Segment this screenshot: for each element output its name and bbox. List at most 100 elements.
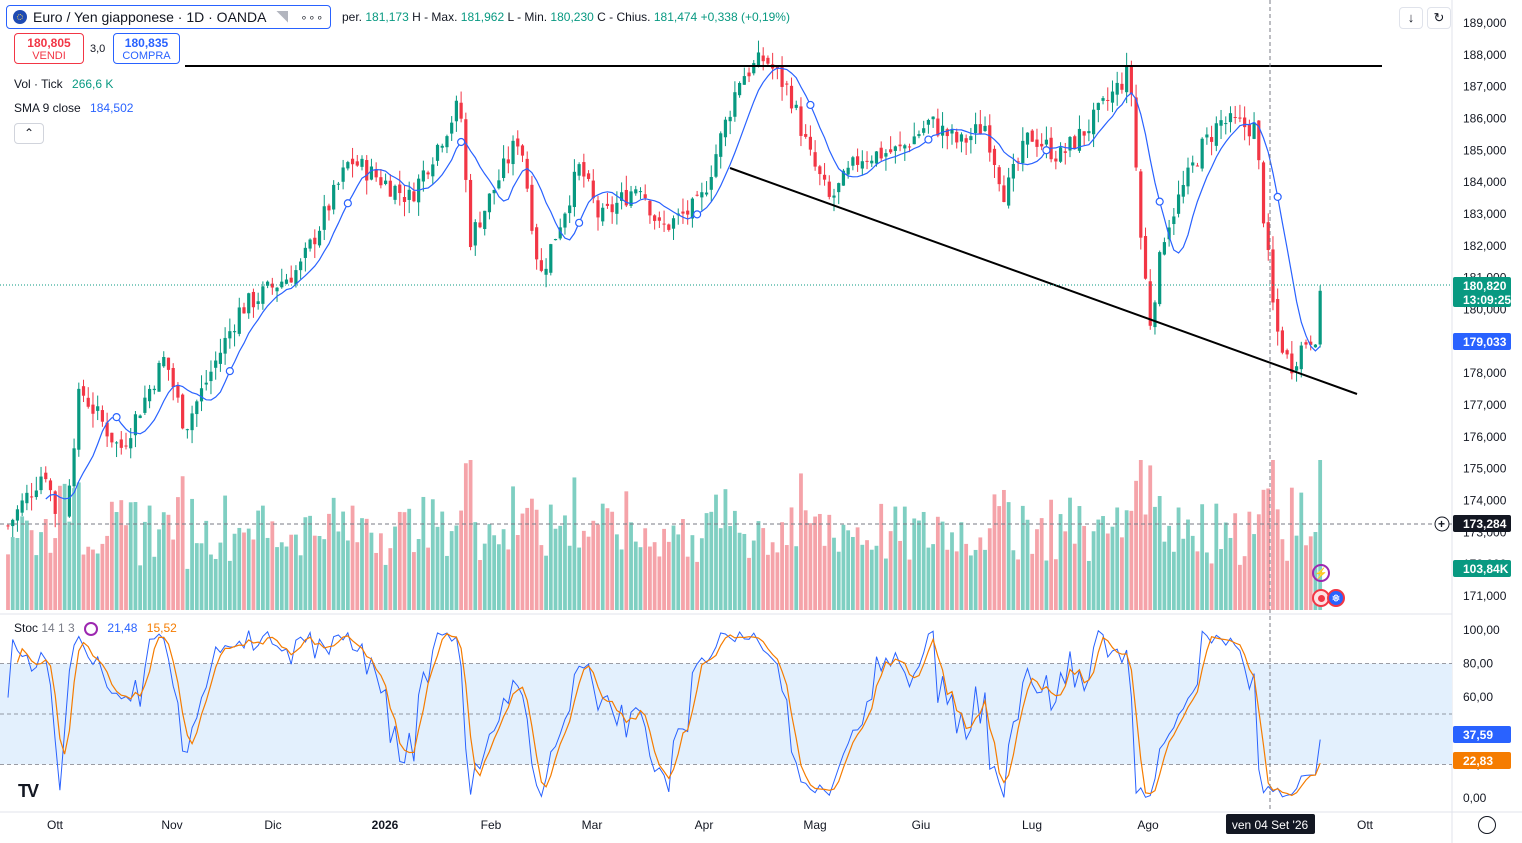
candle-body	[360, 158, 364, 167]
volume-bar	[81, 554, 86, 610]
candle-body	[1063, 151, 1067, 153]
volume-bar	[699, 538, 704, 610]
volume-bar	[501, 529, 506, 610]
symbol-title[interactable]: Euro / Yen giapponese · 1D · OANDA	[33, 9, 267, 25]
candle-body	[181, 394, 185, 429]
volume-bar	[1124, 510, 1129, 610]
fullscreen-button[interactable]: ↻	[1427, 7, 1451, 29]
stoch-settings-icon[interactable]	[84, 621, 99, 636]
volume-bar	[1261, 489, 1266, 610]
collapse-legend-button[interactable]: ⌃	[14, 123, 44, 144]
volume-legend[interactable]: Vol · Tick 266,6 K	[14, 77, 113, 91]
candle-body	[242, 307, 246, 314]
volume-bar	[992, 494, 997, 610]
volume-bar	[1053, 559, 1058, 610]
candle-body	[841, 170, 846, 186]
sell-label: VENDI	[32, 50, 66, 62]
volume-bar	[152, 556, 157, 610]
candle-body	[714, 154, 718, 177]
candle-body	[596, 200, 600, 218]
volume-bar	[832, 537, 836, 610]
volume-bar	[567, 545, 572, 610]
symbol-box[interactable]: Euro / Yen giapponese · 1D · OANDA ∘∘∘	[6, 5, 332, 29]
volume-bar	[605, 508, 610, 610]
candle-body	[497, 180, 501, 189]
volume-bar	[48, 552, 53, 610]
sma-legend[interactable]: SMA 9 close 184,502	[14, 101, 133, 115]
stoch-label: Stoc	[14, 621, 39, 635]
candle-body	[1016, 161, 1020, 163]
volume-bar	[34, 555, 39, 610]
globe-icon[interactable]: ❅	[1327, 589, 1345, 607]
gear-icon[interactable]	[1478, 816, 1496, 834]
volume-bar	[534, 509, 539, 610]
candle-body	[511, 140, 515, 165]
volume-bar	[260, 505, 265, 610]
volume-bar	[190, 498, 194, 610]
sell-button[interactable]: 180,805 VENDI	[14, 33, 84, 64]
candle-body	[1120, 83, 1124, 90]
price-tick: 186,000	[1463, 111, 1507, 125]
candle-body	[1158, 252, 1162, 305]
volume-bar	[1115, 507, 1120, 610]
candle-body	[671, 218, 676, 229]
volume-bar	[445, 555, 449, 610]
volume-bar	[836, 551, 841, 610]
candle-body	[1271, 249, 1275, 303]
volume-bar	[586, 536, 591, 610]
volume-bar	[813, 516, 818, 610]
candle-body	[1073, 136, 1077, 149]
volume-bar	[530, 498, 534, 610]
stoch-tick: 100,00	[1463, 623, 1500, 637]
candle-body	[1186, 167, 1190, 187]
volume-bar	[1219, 549, 1223, 610]
candle-body	[1167, 227, 1171, 240]
candle-body	[964, 138, 968, 143]
candle-body	[6, 525, 10, 527]
volume-bar	[987, 528, 992, 610]
lightning-icon[interactable]: ⚡	[1312, 564, 1330, 582]
volume-bar	[907, 559, 912, 610]
candle-body	[926, 120, 930, 125]
symbol-header[interactable]: Euro / Yen giapponese · 1D · OANDA ∘∘∘	[6, 5, 332, 29]
tradingview-logo[interactable]: TV	[18, 781, 39, 801]
download-button[interactable]: ↓	[1399, 7, 1423, 29]
candle-body	[39, 476, 43, 491]
candle-body	[355, 161, 359, 166]
price-tick: 171,000	[1463, 589, 1507, 603]
candle-body	[1153, 302, 1157, 328]
candle-body	[487, 193, 492, 213]
candle-body	[223, 337, 227, 354]
volume-bar	[1120, 537, 1124, 610]
flag-symbol-icon[interactable]	[276, 11, 289, 23]
candle-body	[15, 509, 20, 521]
volume-bar	[1105, 533, 1110, 610]
more-options-button[interactable]: ∘∘∘	[300, 11, 325, 24]
volume-bar	[317, 535, 322, 610]
candle-body	[171, 367, 175, 388]
volume-bar	[515, 535, 520, 610]
candle-body	[535, 227, 539, 260]
candle-body	[11, 519, 15, 527]
volume-bar	[959, 522, 964, 610]
stoch-legend[interactable]: Stoc 14 1 3 21,48 15,52	[14, 621, 177, 636]
buy-button[interactable]: 180,835 COMPRA	[113, 33, 180, 64]
sma-marker	[343, 199, 352, 208]
volume-bar	[766, 554, 770, 610]
candle-body	[756, 52, 761, 67]
volume-bar	[954, 551, 959, 610]
candle-body	[690, 198, 694, 219]
volume-bar	[171, 539, 176, 610]
volume-bar	[284, 546, 289, 610]
candle-body	[516, 138, 520, 147]
fullscreen-icon: ↻	[1433, 10, 1445, 25]
volume-bar	[133, 502, 138, 610]
volume-bar	[506, 549, 511, 610]
candle-body	[785, 83, 789, 85]
candle-body	[190, 413, 194, 431]
volume-bar	[275, 547, 279, 610]
candle-body	[789, 85, 794, 109]
candle-body	[653, 215, 657, 221]
volume-bar	[378, 533, 383, 610]
